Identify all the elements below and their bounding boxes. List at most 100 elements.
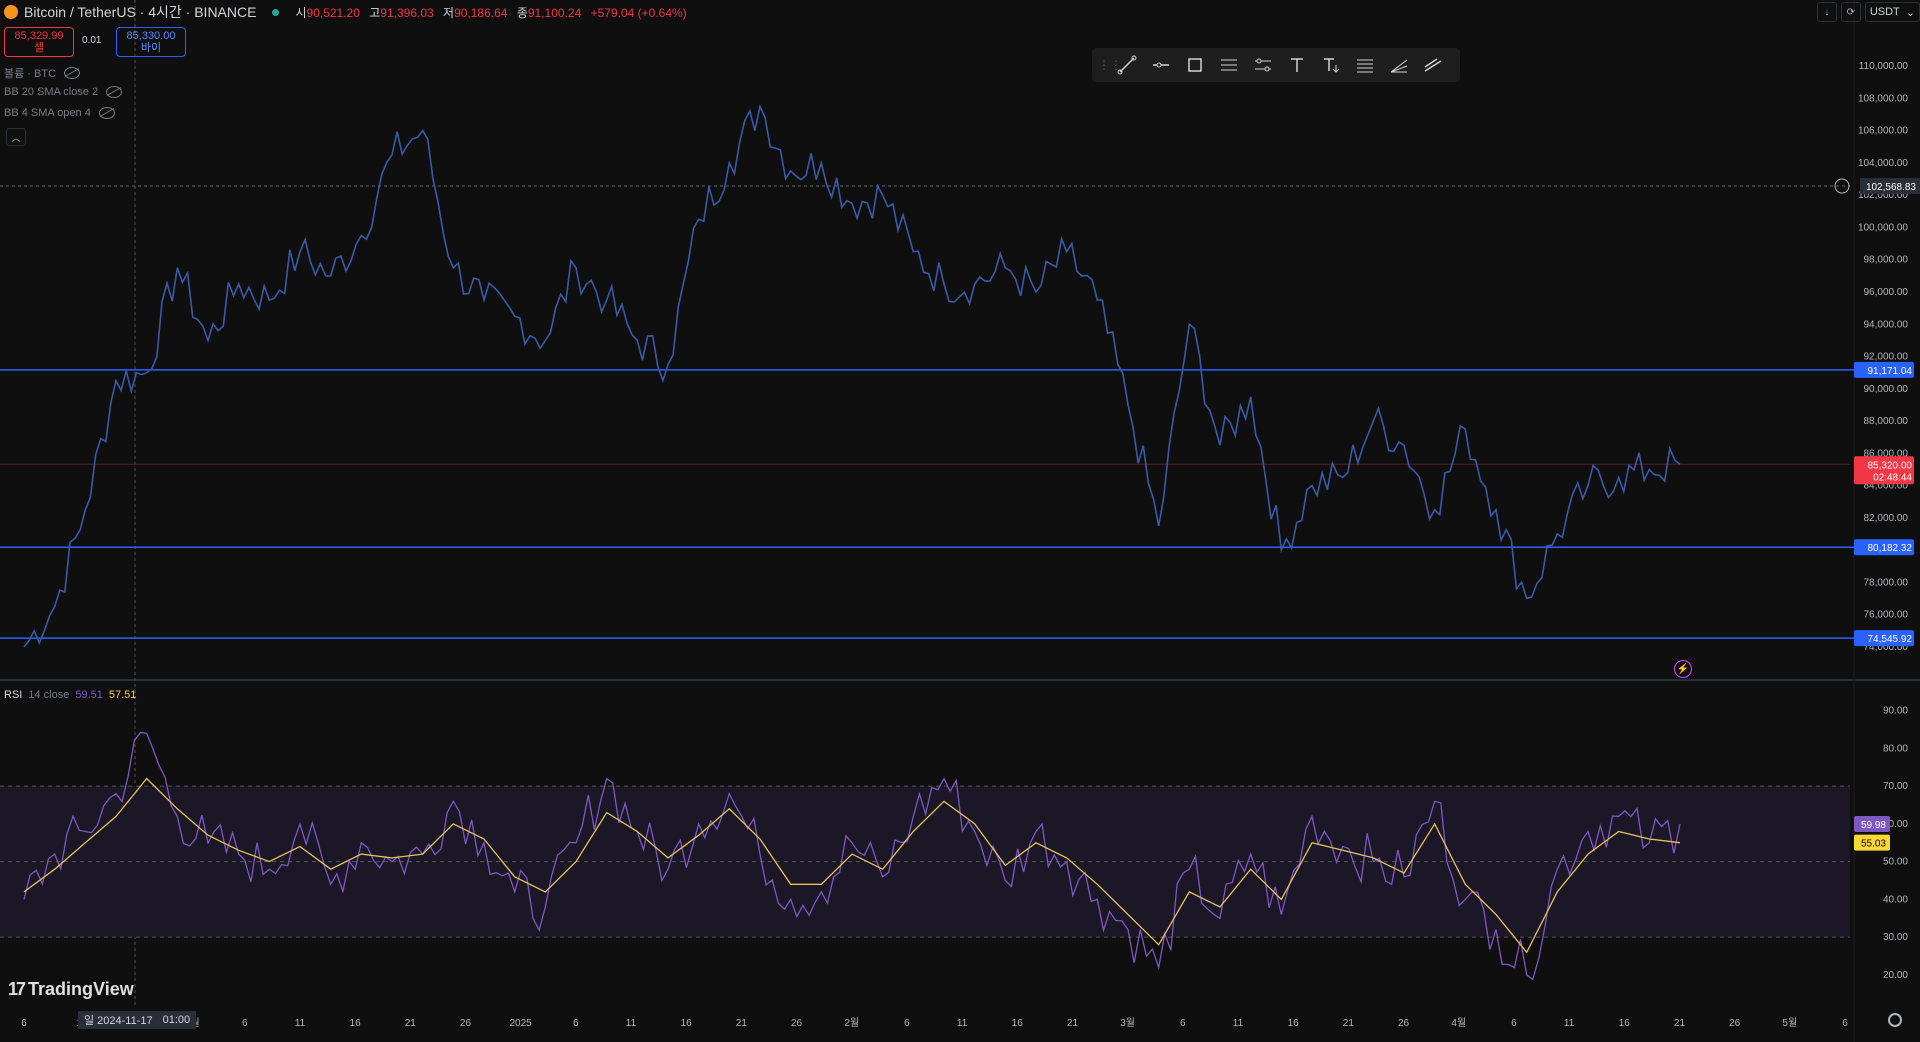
rsi-legend[interactable]: RSI 14 close 59.51 57.51 bbox=[4, 689, 136, 701]
time-axis-tick: 6 bbox=[21, 1018, 27, 1029]
time-axis-tick: 11 bbox=[626, 1018, 637, 1029]
pitchfork-icon[interactable] bbox=[1386, 52, 1412, 78]
time-axis-tick: 6 bbox=[1842, 1018, 1848, 1029]
rectangle-icon[interactable] bbox=[1182, 52, 1208, 78]
time-axis-tick: 16 bbox=[681, 1018, 693, 1029]
horizontal-level-label: 74,545.92 bbox=[1868, 634, 1913, 645]
rsi-axis-tick: 30.00 bbox=[1883, 932, 1908, 943]
time-axis-tick: 11 bbox=[1564, 1018, 1575, 1029]
price-axis-tick: 96,000.00 bbox=[1864, 287, 1909, 298]
collapse-legend-button[interactable]: ︿ bbox=[6, 128, 26, 146]
rsi-ma-tag bbox=[1854, 834, 1890, 851]
crosshair-price-tag bbox=[1860, 178, 1920, 195]
legend-volume[interactable]: 볼륨 · BTC bbox=[4, 65, 81, 81]
time-axis-tick: 21 bbox=[1674, 1018, 1686, 1029]
text-icon[interactable] bbox=[1284, 52, 1310, 78]
rsi-ma-value: 57.51 bbox=[108, 689, 137, 701]
ohlc-low-label: 저 bbox=[443, 5, 455, 20]
rsi-value-tag-label: 59.98 bbox=[1861, 820, 1886, 831]
brush-icon[interactable] bbox=[1420, 52, 1446, 78]
trendline-icon[interactable] bbox=[1114, 52, 1140, 78]
tradingview-logo[interactable]: 17 TradingView bbox=[8, 979, 134, 1000]
chevron-up-icon: ︿ bbox=[11, 132, 21, 143]
time-axis-tick: 6 bbox=[904, 1018, 910, 1029]
sell-button[interactable]: 85,329.99 셀 bbox=[4, 27, 74, 57]
rsi-axis-tick: 90.00 bbox=[1883, 706, 1908, 717]
symbol-title[interactable]: Bitcoin / TetherUS · 4시간 · BINANCE bbox=[24, 4, 257, 20]
rsi-axis-tick: 50.00 bbox=[1883, 857, 1908, 868]
ohlc-high-value: 91,396.03 bbox=[380, 5, 434, 20]
top-right-controls: ↓ ⟳ USDT ⌄ bbox=[1816, 2, 1920, 22]
eye-off-icon[interactable] bbox=[98, 107, 115, 119]
time-axis-tick: 26 bbox=[460, 1018, 472, 1029]
ohlc-close-value: 91,100.24 bbox=[527, 5, 582, 20]
time-axis-tick: 2025 bbox=[510, 1018, 533, 1029]
time-axis-tick: 21 bbox=[1343, 1018, 1355, 1029]
rsi-params: 14 close bbox=[28, 689, 70, 701]
eye-off-icon[interactable] bbox=[106, 86, 123, 98]
horizontal-level-tag bbox=[1854, 539, 1914, 556]
rsi-axis-tick: 60.00 bbox=[1883, 819, 1908, 830]
price-axis-tick: 110,000.00 bbox=[1859, 61, 1909, 72]
currency-label: USDT bbox=[1869, 6, 1900, 18]
last-price-countdown: 02:48:44 bbox=[1873, 472, 1912, 483]
time-axis-tick: 16 bbox=[1288, 1018, 1300, 1029]
price-axis-tick: 104,000.00 bbox=[1858, 158, 1908, 169]
ohlc-values: 시90,521.20 고91,396.03 저90,186.64 종91,100… bbox=[295, 4, 692, 21]
drag-handle-icon[interactable]: ⋮⋮ bbox=[1098, 58, 1122, 72]
text-note-icon[interactable] bbox=[1318, 52, 1344, 78]
sync-icon[interactable]: ⟳ bbox=[1840, 2, 1861, 22]
price-axis-tick: 94,000.00 bbox=[1864, 319, 1909, 330]
horizontal-ray-icon[interactable] bbox=[1148, 52, 1174, 78]
buy-button[interactable]: 85,330.00 바이 bbox=[116, 27, 186, 57]
price-axis-tick: 82,000.00 bbox=[1864, 513, 1909, 524]
time-axis-tick: 6 bbox=[1511, 1018, 1517, 1029]
price-axis-tick: 84,000.00 bbox=[1864, 481, 1909, 492]
ohlc-open-value: 90,521.20 bbox=[306, 5, 360, 20]
price-axis-tick: 92,000.00 bbox=[1864, 352, 1909, 363]
gear-icon[interactable] bbox=[1888, 1013, 1902, 1027]
eye-off-icon[interactable] bbox=[64, 67, 81, 79]
ohlc-close-label: 종 bbox=[516, 5, 528, 20]
price-axis-tick: 74,000.00 bbox=[1864, 642, 1909, 653]
price-axis-tick: 78,000.00 bbox=[1864, 577, 1909, 588]
legend-volume-label: 볼륨 · BTC bbox=[4, 68, 57, 80]
lightning-icon[interactable]: ⚡ bbox=[1674, 660, 1692, 678]
arrow-down-icon[interactable]: ↓ bbox=[1816, 2, 1837, 22]
last-price-tag bbox=[1854, 456, 1914, 485]
time-axis-tick: 2월 bbox=[844, 1017, 859, 1029]
crosshair-date: 일 2024-11-17 bbox=[84, 1015, 153, 1027]
time-axis-tick: 4월 bbox=[1451, 1017, 1466, 1029]
time-axis-tick: 16 bbox=[1619, 1018, 1631, 1029]
time-axis-tick: 16 bbox=[1012, 1018, 1024, 1029]
time-axis-tick: 6 bbox=[573, 1018, 579, 1029]
horizontal-level-tag bbox=[1854, 361, 1914, 378]
fib-retracement-icon[interactable] bbox=[1216, 52, 1242, 78]
time-axis-tick: 3월 bbox=[1120, 1017, 1135, 1029]
time-axis-tick: 5월 bbox=[1782, 1017, 1797, 1029]
price-axis-tick: 98,000.00 bbox=[1864, 255, 1909, 266]
price-axis-tick: 86,000.00 bbox=[1864, 448, 1909, 459]
time-axis-tick: 6 bbox=[242, 1018, 248, 1029]
price-axis-tick: 88,000.00 bbox=[1864, 416, 1909, 427]
legend-bb-20[interactable]: BB 20 SMA close 2 bbox=[4, 86, 123, 98]
sell-price: 85,329.99 bbox=[14, 30, 64, 42]
parallel-channel-icon[interactable] bbox=[1250, 52, 1276, 78]
buy-label: 바이 bbox=[140, 42, 162, 54]
legend-bb-4[interactable]: BB 4 SMA open 4 bbox=[4, 107, 115, 119]
rsi-ma-tag-label: 55.03 bbox=[1861, 839, 1886, 850]
symbol-header: Bitcoin / TetherUS · 4시간 · BINANCE 시90,5… bbox=[0, 0, 1834, 24]
rsi-band-background bbox=[0, 786, 1850, 938]
gann-fan-icon[interactable] bbox=[1352, 52, 1378, 78]
legend-bb-20-label: BB 20 SMA close 2 bbox=[4, 86, 99, 98]
tradingview-mark-icon: 17 bbox=[8, 979, 26, 999]
rsi-value-tag bbox=[1854, 815, 1890, 832]
currency-select[interactable]: USDT ⌄ bbox=[1864, 2, 1920, 22]
rsi-value: 59.51 bbox=[75, 689, 103, 701]
price-axis-tick: 90,000.00 bbox=[1864, 384, 1909, 395]
sell-label: 셀 bbox=[33, 42, 45, 54]
crosshair-time: 01:00 bbox=[162, 1014, 191, 1026]
price-axis-tick: 100,000.00 bbox=[1858, 222, 1908, 233]
